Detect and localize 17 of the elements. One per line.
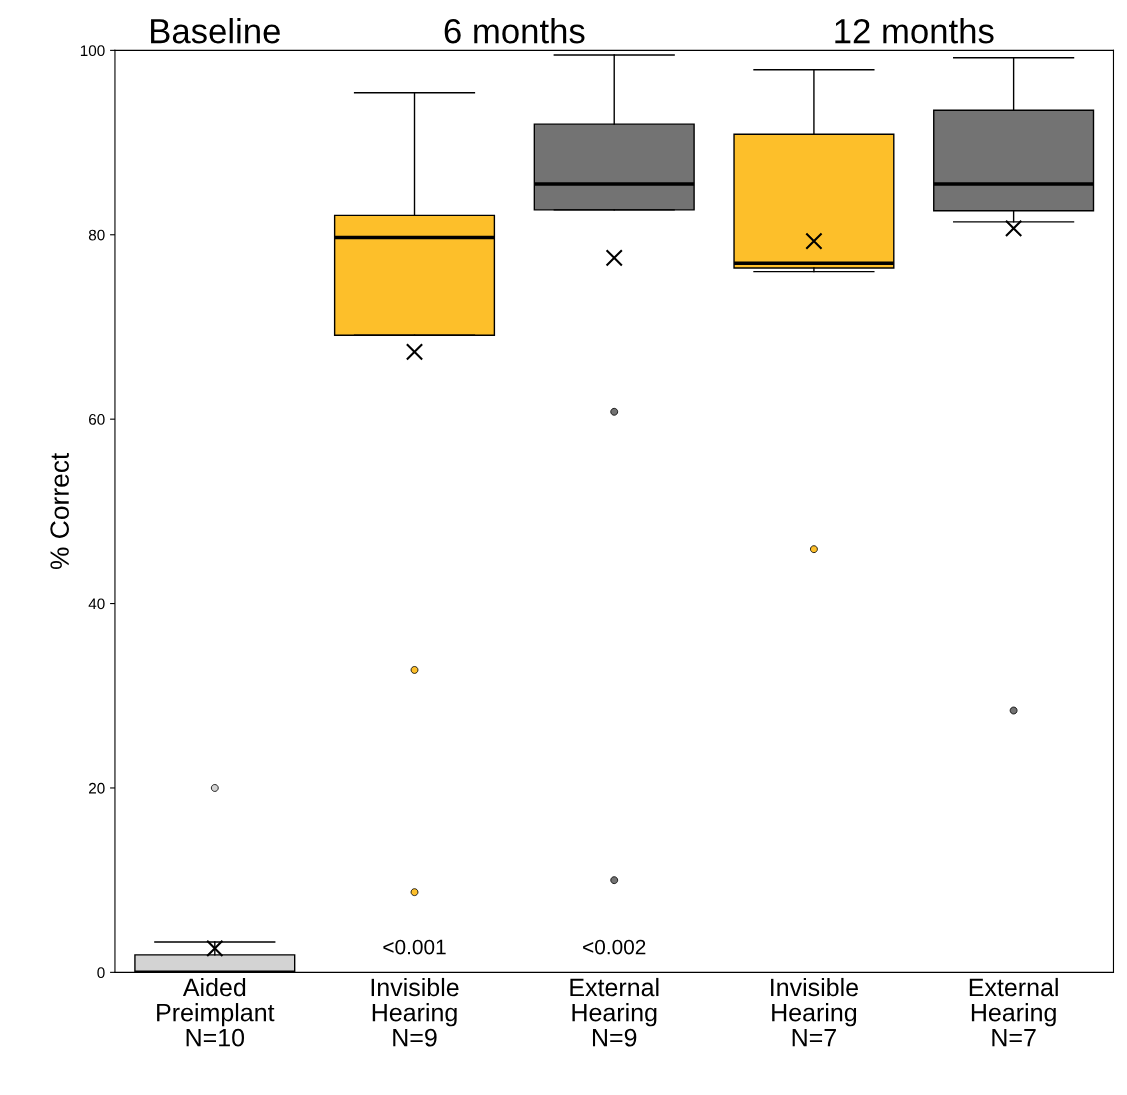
y-tick-label: 60 xyxy=(89,414,105,425)
annotation: <0.002 xyxy=(583,939,646,955)
x-tick-label: Invisible Hearing N=9 xyxy=(371,977,459,1047)
y-tick-label: 100 xyxy=(80,45,105,57)
y-tick-label: 20 xyxy=(89,782,105,794)
text: Baseline xyxy=(151,18,280,44)
x-tick-label: External Hearing N=7 xyxy=(969,977,1058,1047)
y-tick-label: 80 xyxy=(88,229,105,241)
text: 12 months xyxy=(835,18,994,44)
y-axis-title: % Correct xyxy=(50,452,69,570)
y-tick-label: 0 xyxy=(97,967,105,979)
x-tick-label: Invisible Hearing N=7 xyxy=(771,977,858,1047)
x-tick-label: External Hearing N=9 xyxy=(570,977,659,1047)
annotation: <0.001 xyxy=(383,939,446,955)
y-tick-label: 40 xyxy=(88,598,105,610)
x-tick-label: Aided Preimplant N=10 xyxy=(157,977,275,1047)
text: 6 months xyxy=(444,18,585,44)
